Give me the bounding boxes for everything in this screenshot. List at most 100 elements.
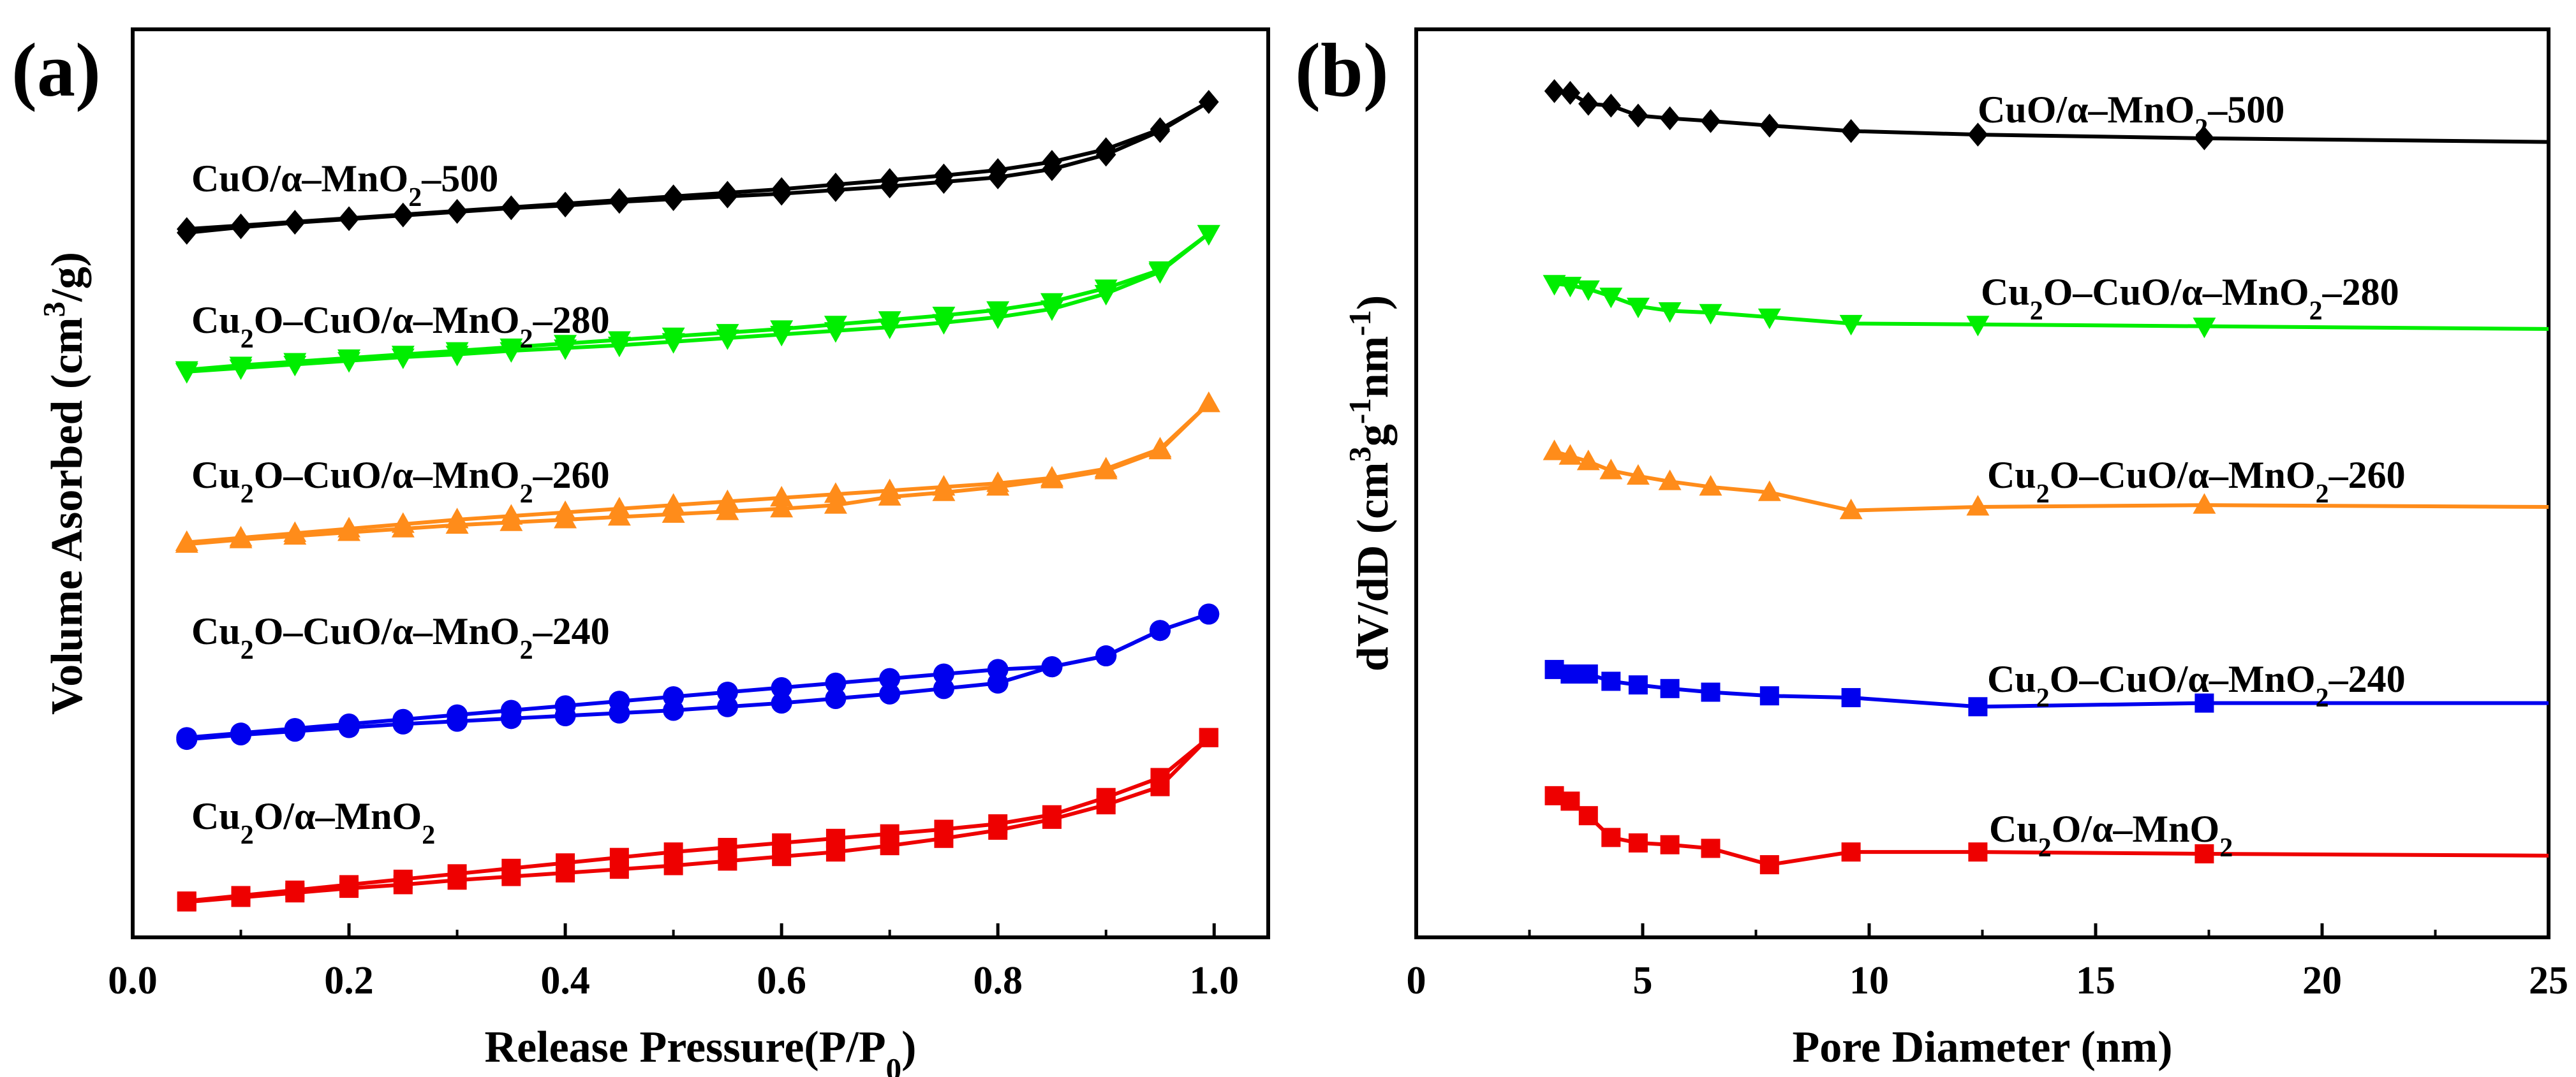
series-label-part: –260 [2328, 454, 2406, 496]
data-point [1094, 279, 1118, 300]
data-point [716, 489, 739, 510]
x-axis-title: Release Pressure(P/P0) [485, 1023, 917, 1077]
series-label-part: 2 [2030, 297, 2043, 326]
data-point [500, 700, 522, 721]
data-point [609, 847, 629, 867]
data-point [1658, 302, 1682, 323]
series-label-part: O/α–MnO [254, 795, 422, 837]
y-axis-title: Volume Asorbed (cm3/g) [36, 252, 93, 715]
data-point [663, 842, 683, 862]
panel-letter: (b) [1295, 27, 1389, 112]
y-axis-title-part: dV/dD (cm [1349, 462, 1398, 672]
series-label-part: 2 [241, 636, 254, 665]
data-point [1699, 474, 1722, 496]
data-point [229, 525, 253, 546]
data-point [554, 335, 577, 356]
data-point [176, 727, 198, 749]
series-label-part: CuO/α–MnO [191, 158, 408, 200]
data-point [1758, 480, 1781, 501]
data-point [500, 504, 523, 525]
data-point [1578, 664, 1598, 684]
data-point [933, 678, 954, 700]
data-point [609, 691, 630, 712]
data-point [1544, 79, 1565, 103]
data-point [1560, 791, 1580, 811]
series-label: Cu2O–CuO/α–MnO2–260 [191, 454, 610, 509]
data-point [716, 324, 739, 345]
data-point [338, 713, 360, 735]
y-axis-title-part: /g) [43, 252, 92, 302]
series-3: Cu2O–CuO/α–MnO2–240 [176, 603, 1220, 751]
series-label-part: O–CuO/α–MnO [2050, 658, 2316, 700]
data-point [1759, 114, 1780, 138]
data-point [391, 512, 415, 533]
data-point [609, 187, 630, 212]
data-point [1628, 103, 1648, 128]
data-point [1560, 664, 1580, 684]
series-1: Cu2O–CuO/α–MnO2–280 [1543, 271, 2549, 339]
data-point [1700, 109, 1721, 133]
data-point [878, 311, 901, 332]
panel-a: (a) 0.0 0.2 0.4 0.6 0.8 1.0 Release Pressure(P/… [11, 27, 1270, 1077]
y-axis-title-part: Volume Asorbed (cm [43, 317, 92, 715]
series-2: Cu2O–CuO/α–MnO2–260 [175, 391, 1220, 553]
series-label-part: O–CuO/α–MnO [254, 454, 520, 496]
data-point [1578, 806, 1598, 826]
series-line-desorption [186, 232, 1210, 374]
data-point [1660, 678, 1680, 698]
data-point [824, 482, 847, 503]
data-point [663, 184, 684, 209]
series-label: Cu2O/α–MnO2 [1989, 808, 2233, 863]
data-point [1096, 788, 1116, 807]
series-label-part: O/α–MnO [2052, 808, 2220, 850]
data-point [1841, 688, 1861, 708]
data-point [1576, 280, 1600, 302]
data-point [934, 819, 954, 839]
data-point [1599, 288, 1623, 309]
series-label: Cu2O–CuO/α–MnO2–240 [191, 610, 610, 665]
x-tick-label: 0.8 [973, 959, 1023, 1002]
series-line [186, 402, 1210, 545]
data-point [175, 530, 198, 552]
data-point [879, 168, 900, 193]
series-label-part: Cu [1987, 658, 2036, 700]
x-axis-title-part: ) [901, 1023, 916, 1072]
data-point [2193, 493, 2216, 514]
series-label-part: Cu [1987, 454, 2036, 496]
x-tick-label: 0.6 [757, 959, 806, 1002]
series-3: Cu2O–CuO/α–MnO2–240 [1544, 658, 2549, 717]
data-point [718, 838, 737, 858]
data-point [1040, 465, 1063, 487]
data-point [1543, 275, 1566, 296]
series-label: Cu2O–CuO/α–MnO2–240 [1987, 658, 2406, 713]
data-point [1840, 119, 1862, 143]
series-label-part: O–CuO/α–MnO [2043, 271, 2309, 313]
data-point [607, 497, 631, 518]
data-point [177, 891, 196, 911]
data-point [662, 493, 685, 514]
data-point [1599, 458, 1623, 480]
data-point [284, 717, 306, 739]
panel-b: (b) 0 5 10 15 20 25 Pore Diameter (nm) dV/dD (cm… [1295, 27, 2568, 1072]
data-point [663, 686, 685, 708]
data-point [933, 163, 954, 188]
data-point [500, 338, 523, 360]
series-label-part: –280 [2322, 271, 2399, 313]
series-label-part: Cu [1989, 808, 2038, 850]
data-point [1198, 603, 1220, 625]
data-point [770, 320, 794, 341]
data-point [392, 708, 414, 730]
data-point [1042, 805, 1062, 824]
data-point [1199, 728, 1218, 747]
data-point [283, 521, 307, 542]
data-point [230, 213, 251, 238]
series-4: Cu2O/α–MnO2 [177, 728, 1218, 912]
data-point [1543, 439, 1566, 460]
x-tick-label: 25 [2529, 959, 2568, 1002]
data-point [1576, 450, 1600, 471]
data-point [987, 659, 1009, 680]
data-point [932, 474, 956, 496]
series-label-part: 2 [2219, 833, 2233, 863]
data-point [772, 833, 792, 853]
